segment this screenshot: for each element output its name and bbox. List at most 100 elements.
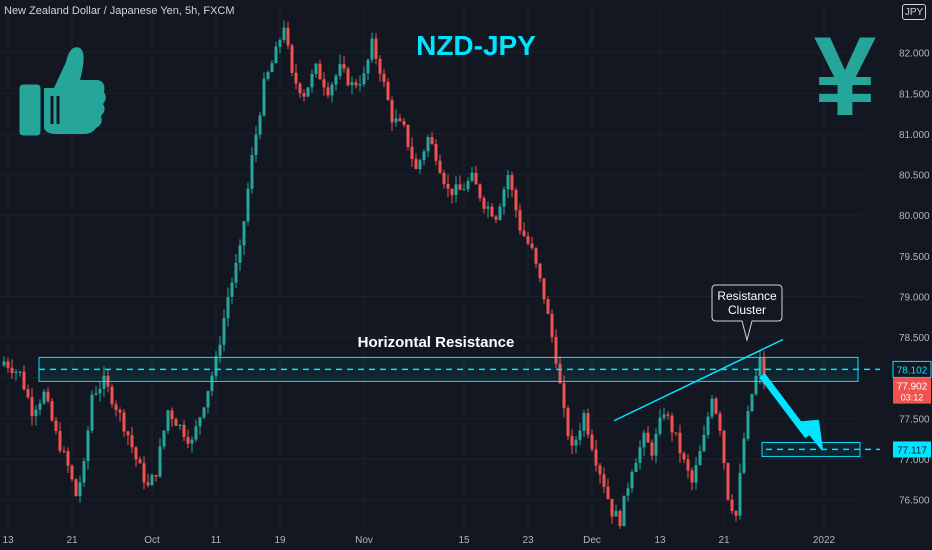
candle-body	[98, 388, 102, 394]
candle-body	[426, 137, 430, 152]
candle-body	[6, 361, 10, 368]
candle-body	[762, 357, 766, 384]
candle-body	[710, 398, 714, 417]
candle-body	[682, 453, 686, 460]
candle-body	[406, 124, 410, 147]
y-tick-label: 77.500	[899, 414, 930, 425]
thumbs-up-icon	[19, 47, 106, 136]
candle-body	[586, 413, 590, 435]
candle-body	[46, 391, 50, 402]
candle-body	[390, 100, 394, 123]
candle-body	[434, 144, 438, 161]
candle-body	[422, 151, 426, 161]
candle-body	[250, 155, 254, 189]
candle-body	[350, 82, 354, 86]
candle-body	[534, 248, 538, 264]
candle-body	[414, 158, 418, 170]
candle-body	[22, 371, 26, 390]
candle-body	[678, 432, 682, 454]
time-axis: 13 21 Oct 11 19 Nov 15 23 Dec 13 21 2022	[2, 535, 835, 546]
candle-body	[66, 451, 70, 466]
candle-body	[158, 446, 162, 477]
candle-body	[70, 465, 74, 480]
candle-body	[318, 63, 322, 80]
candle-body	[282, 27, 286, 40]
x-tick-label: 15	[458, 535, 470, 546]
candle-body	[382, 73, 386, 83]
candle-body	[450, 188, 454, 196]
candle-body	[714, 398, 718, 414]
candle-body	[746, 410, 750, 439]
candle-body	[58, 431, 62, 451]
candle-body	[242, 221, 246, 246]
candle-body	[246, 188, 250, 222]
candle-body	[238, 245, 242, 263]
candle-body	[630, 472, 634, 489]
candle-body	[658, 417, 662, 434]
candle-body	[674, 432, 678, 434]
candle-body	[322, 79, 326, 88]
y-tick-label: 82.000	[899, 49, 930, 60]
candle-body	[718, 413, 722, 431]
candle-body	[542, 278, 546, 300]
candle-body	[642, 432, 646, 448]
candle-body	[346, 68, 350, 86]
candle-body	[730, 499, 734, 511]
resistance-cluster-label: Cluster	[728, 303, 766, 317]
candle-body	[530, 243, 534, 249]
candle-body	[758, 357, 762, 376]
candle-body	[258, 115, 262, 135]
candle-body	[754, 375, 758, 395]
currency-badge[interactable]: JPY	[902, 4, 926, 20]
candle-body	[486, 206, 490, 209]
candle-body	[198, 417, 202, 427]
candle-body	[190, 439, 194, 444]
candle-body	[182, 424, 186, 437]
candle-body	[418, 160, 422, 170]
candle-body	[458, 184, 462, 190]
candle-body	[114, 404, 118, 410]
candle-body	[550, 313, 554, 338]
candle-body	[26, 389, 30, 398]
y-tick-label: 81.000	[899, 130, 930, 141]
y-tick-label: 79.500	[899, 252, 930, 263]
candle-body	[358, 84, 362, 86]
candle-body	[34, 409, 38, 417]
candle-body	[354, 82, 358, 86]
y-tick-label: 79.000	[899, 292, 930, 303]
candle-body	[118, 409, 122, 413]
x-tick-label: Dec	[583, 535, 601, 546]
candle-body	[330, 84, 334, 96]
candle-body	[174, 419, 178, 426]
candle-body	[166, 410, 170, 431]
candle-body	[702, 434, 706, 452]
candle-body	[490, 206, 494, 217]
candle-body	[310, 73, 314, 88]
candle-body	[298, 83, 302, 94]
trend-line	[613, 338, 784, 422]
candle-body	[378, 58, 382, 74]
candle-body	[206, 391, 210, 408]
chart-header: New Zealand Dollar / Japanese Yen, 5h, F…	[4, 5, 235, 17]
candle-body	[186, 436, 190, 444]
candle-body	[294, 72, 298, 84]
candle-body	[270, 63, 274, 73]
candle-body	[50, 401, 54, 421]
forecast-arrow-head	[799, 419, 823, 451]
candle-body	[742, 438, 746, 473]
chart-title: NZD-JPY	[416, 30, 536, 61]
candle-body	[210, 375, 214, 392]
candle-body	[662, 414, 666, 418]
candle-body	[78, 482, 82, 497]
y-tick-label: 80.500	[899, 171, 930, 182]
last-price-tag	[893, 377, 931, 404]
candle-body	[506, 175, 510, 190]
candle-body	[706, 416, 710, 435]
candle-body	[474, 172, 478, 185]
candle-body	[666, 414, 670, 416]
candle-body	[274, 46, 278, 64]
candle-body	[102, 375, 106, 389]
candle-body	[546, 299, 550, 314]
candle-body	[218, 344, 222, 357]
